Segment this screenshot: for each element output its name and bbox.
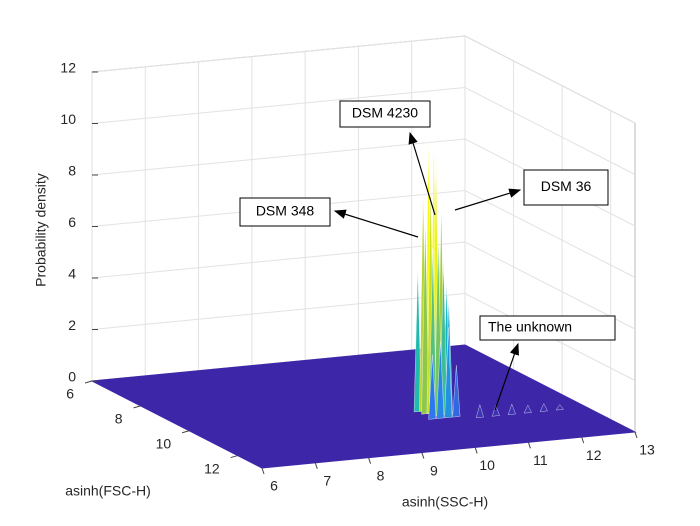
annotation-text: The unknown bbox=[488, 319, 572, 335]
z-tick-label: 8 bbox=[68, 163, 76, 179]
surface-spike bbox=[436, 341, 445, 419]
z-tick-label: 10 bbox=[60, 111, 76, 127]
x-tick bbox=[368, 457, 372, 464]
annotation-text: DSM 4230 bbox=[352, 105, 418, 121]
x-tick bbox=[581, 436, 585, 444]
x-tick-label: 7 bbox=[323, 473, 331, 489]
y-tick bbox=[133, 405, 141, 409]
annotation-arrow bbox=[494, 342, 519, 411]
surface-spike bbox=[491, 404, 500, 417]
z-tick-label: 6 bbox=[68, 214, 76, 230]
x-tick-label: 13 bbox=[639, 442, 655, 458]
annotation-text: DSM 348 bbox=[256, 203, 315, 219]
x-tick-label: 9 bbox=[430, 462, 438, 478]
annotation-box bbox=[339, 100, 431, 128]
z-axis-label: Probability density bbox=[33, 173, 49, 287]
y-tick bbox=[84, 380, 93, 384]
annotation-text: DSM 36 bbox=[541, 178, 592, 194]
x-tick bbox=[421, 452, 425, 459]
x-tick bbox=[314, 462, 318, 470]
x-tick-label: 11 bbox=[533, 452, 548, 468]
y-tick bbox=[182, 430, 190, 434]
z-tick-label: 0 bbox=[68, 369, 76, 385]
x-tick bbox=[634, 431, 638, 439]
x-tick-label: 10 bbox=[479, 457, 495, 473]
y-tick-label: 12 bbox=[204, 460, 220, 476]
surface-spike bbox=[444, 327, 453, 419]
y-tick-label: 6 bbox=[66, 386, 74, 402]
annotation-arrow bbox=[408, 131, 436, 216]
y-tick bbox=[230, 455, 238, 459]
surface-spike bbox=[413, 269, 422, 413]
x-tick bbox=[474, 447, 478, 454]
surface-spike bbox=[523, 404, 532, 414]
surface-spike bbox=[452, 365, 461, 418]
z-tick-label: 2 bbox=[68, 317, 76, 333]
annotation-box bbox=[239, 197, 331, 227]
y-tick-label: 10 bbox=[156, 435, 172, 451]
z-tick-label: 12 bbox=[60, 60, 76, 76]
x-tick-label: 12 bbox=[586, 447, 602, 463]
annotation-arrow bbox=[333, 209, 419, 238]
x-tick bbox=[261, 467, 265, 475]
surface-spike bbox=[555, 404, 564, 411]
annotation-arrow bbox=[454, 188, 522, 211]
x-tick-label: 6 bbox=[270, 478, 278, 494]
annotation-box bbox=[523, 169, 609, 206]
y-tick-label: 8 bbox=[115, 411, 123, 427]
x-tick-label: 8 bbox=[377, 467, 385, 483]
y-axis-label: asinh(FSC-H) bbox=[65, 483, 151, 499]
annotation-box bbox=[479, 315, 616, 341]
surface-spike bbox=[428, 354, 437, 420]
z-tick-label: 4 bbox=[68, 266, 76, 282]
surface-spike bbox=[539, 402, 548, 412]
x-axis-label: asinh(SSC-H) bbox=[402, 494, 488, 510]
surface-spike bbox=[475, 403, 484, 419]
surface-spike bbox=[507, 403, 516, 415]
surface-spike bbox=[421, 220, 430, 415]
x-tick bbox=[527, 442, 531, 449]
